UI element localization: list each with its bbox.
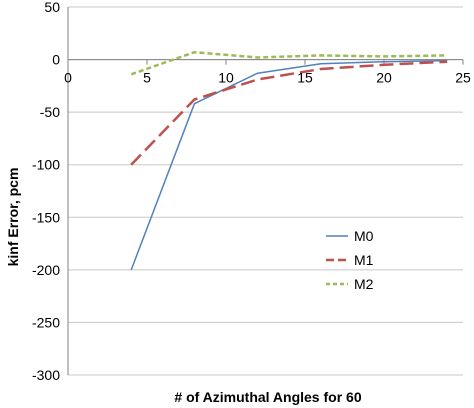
y-tick-label: 0	[52, 52, 60, 68]
x-tick-label: 25	[455, 70, 471, 86]
y-tick-label: -150	[32, 209, 60, 225]
x-tick-labels: 0 5 10 15 20 25	[64, 70, 471, 86]
x-tick-label: 10	[218, 70, 234, 86]
y-tick-label: -300	[32, 367, 60, 383]
y-tick-label: -50	[40, 104, 60, 120]
axes	[67, 7, 464, 375]
gridlines	[68, 6, 463, 376]
x-axis-title: # of Azimuthal Angles for 60	[174, 389, 361, 405]
y-axis-title: kinf Error, pcm	[5, 168, 21, 267]
y-tick-labels: 50 0 -50 -100 -150 -200 -250 -300	[32, 0, 60, 383]
legend-label-m2: M2	[354, 276, 374, 292]
y-tick-label: -250	[32, 314, 60, 330]
y-tick-label: -100	[32, 157, 60, 173]
legend-label-m1: M1	[354, 252, 374, 268]
series-line-m2	[130, 50, 448, 76]
legend-label-m0: M0	[354, 228, 374, 244]
series-layer	[130, 50, 448, 271]
y-tick-label: -200	[32, 262, 60, 278]
y-tick-label: 50	[44, 0, 60, 15]
series-line-m0	[130, 59, 448, 271]
x-tick-label: 20	[376, 70, 392, 86]
x-tick-label: 0	[64, 70, 72, 86]
legend: M0 M1 M2	[326, 228, 374, 292]
x-tick-label: 5	[143, 70, 151, 86]
x-tick-label: 15	[297, 70, 313, 86]
series-line-m1	[130, 60, 448, 166]
